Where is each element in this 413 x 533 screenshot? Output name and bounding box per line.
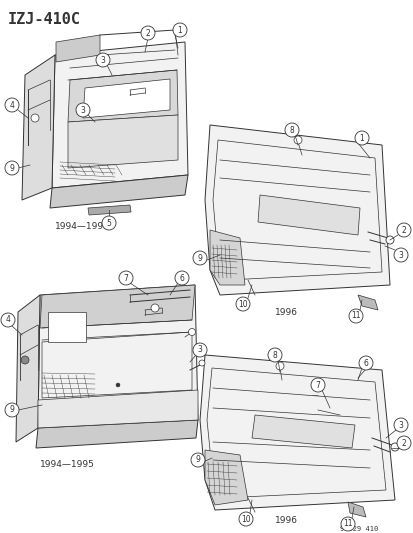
Circle shape xyxy=(192,251,206,265)
Text: 7: 7 xyxy=(315,381,320,390)
Circle shape xyxy=(1,313,15,327)
Text: IZJ-410C: IZJ-410C xyxy=(8,12,81,27)
Text: 5: 5 xyxy=(106,219,111,228)
Circle shape xyxy=(31,114,39,122)
Polygon shape xyxy=(83,79,170,118)
Text: 9: 9 xyxy=(9,164,14,173)
Polygon shape xyxy=(88,205,131,215)
Text: 4: 4 xyxy=(9,101,14,109)
Polygon shape xyxy=(68,115,178,168)
Text: 6: 6 xyxy=(179,273,184,282)
Text: 3: 3 xyxy=(197,345,202,354)
Circle shape xyxy=(188,328,195,335)
Text: 6: 6 xyxy=(363,359,368,367)
Circle shape xyxy=(293,136,301,144)
Circle shape xyxy=(5,98,19,112)
Polygon shape xyxy=(38,390,197,428)
Text: 8: 8 xyxy=(272,351,277,359)
Polygon shape xyxy=(16,295,40,442)
Polygon shape xyxy=(357,295,377,310)
Text: 2: 2 xyxy=(401,439,406,448)
Text: 2: 2 xyxy=(401,225,406,235)
Text: 9: 9 xyxy=(195,456,200,464)
Circle shape xyxy=(199,360,204,366)
Circle shape xyxy=(5,403,19,417)
Text: 10: 10 xyxy=(241,514,250,523)
Text: 9: 9 xyxy=(9,406,14,415)
Circle shape xyxy=(238,512,252,526)
Polygon shape xyxy=(68,70,178,122)
Circle shape xyxy=(102,216,116,230)
Text: —: — xyxy=(311,392,318,398)
Circle shape xyxy=(348,309,362,323)
Text: 4: 4 xyxy=(5,316,10,325)
Polygon shape xyxy=(252,415,354,448)
Text: 3: 3 xyxy=(398,251,402,260)
Text: 3: 3 xyxy=(398,421,402,430)
Polygon shape xyxy=(209,230,244,285)
Polygon shape xyxy=(38,285,197,428)
Text: 7: 7 xyxy=(123,273,128,282)
Polygon shape xyxy=(50,175,188,208)
Circle shape xyxy=(21,356,29,364)
Polygon shape xyxy=(52,42,188,188)
Polygon shape xyxy=(204,450,247,505)
Text: 10: 10 xyxy=(237,300,247,309)
Circle shape xyxy=(385,236,393,244)
Circle shape xyxy=(275,362,283,370)
Polygon shape xyxy=(22,55,55,200)
Text: 1994—1995: 1994—1995 xyxy=(40,460,95,469)
Circle shape xyxy=(393,418,407,432)
Circle shape xyxy=(358,356,372,370)
Text: 3: 3 xyxy=(81,106,85,115)
Circle shape xyxy=(284,123,298,137)
Circle shape xyxy=(354,131,368,145)
FancyBboxPatch shape xyxy=(48,312,86,342)
Circle shape xyxy=(235,297,249,311)
Circle shape xyxy=(396,436,410,450)
Text: 3: 3 xyxy=(100,55,105,64)
Text: 11: 11 xyxy=(350,311,360,320)
Polygon shape xyxy=(36,420,197,448)
Circle shape xyxy=(390,443,398,451)
Circle shape xyxy=(173,23,187,37)
Circle shape xyxy=(310,378,324,392)
Circle shape xyxy=(267,348,281,362)
Circle shape xyxy=(393,248,407,262)
Text: 94J29 410: 94J29 410 xyxy=(339,526,377,532)
Polygon shape xyxy=(257,195,359,235)
Circle shape xyxy=(5,161,19,175)
Text: 1: 1 xyxy=(177,26,182,35)
Circle shape xyxy=(190,453,204,467)
Circle shape xyxy=(76,103,90,117)
Text: 11: 11 xyxy=(342,520,352,529)
Circle shape xyxy=(175,271,189,285)
Text: 9: 9 xyxy=(197,254,202,262)
Text: 1996: 1996 xyxy=(274,516,297,525)
Text: 1996: 1996 xyxy=(274,308,297,317)
Circle shape xyxy=(192,343,206,357)
Circle shape xyxy=(141,26,154,40)
Polygon shape xyxy=(199,355,394,510)
Circle shape xyxy=(96,53,110,67)
Polygon shape xyxy=(40,285,195,328)
Circle shape xyxy=(340,517,354,531)
Circle shape xyxy=(116,383,120,387)
Text: 1: 1 xyxy=(359,133,363,142)
Polygon shape xyxy=(347,502,365,517)
Circle shape xyxy=(396,223,410,237)
Circle shape xyxy=(119,271,133,285)
Polygon shape xyxy=(204,125,389,295)
Text: 8: 8 xyxy=(289,125,294,134)
Text: 1994—1995: 1994—1995 xyxy=(55,222,109,231)
Text: 2: 2 xyxy=(145,28,150,37)
Polygon shape xyxy=(56,35,100,62)
Circle shape xyxy=(151,304,159,312)
